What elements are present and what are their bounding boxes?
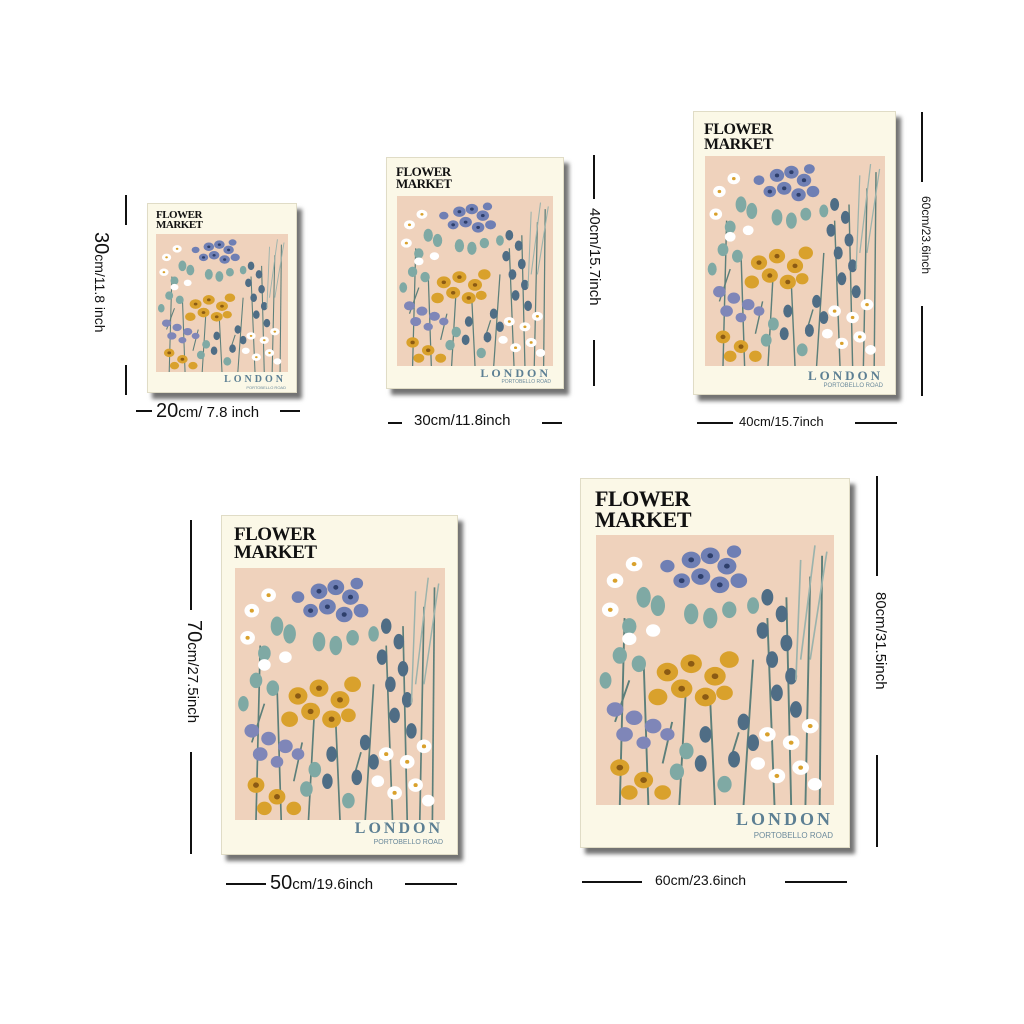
poster-title: FLOWER MARKET — [156, 209, 203, 232]
width-label-30: 30cm/11.8inch — [414, 412, 511, 429]
height-unit: cm/27.5inch — [184, 642, 201, 724]
width-marker-left — [226, 883, 266, 885]
height-unit: cm/11.8 inch — [92, 254, 108, 333]
width-marker-left — [582, 881, 642, 883]
city-label: LONDON — [354, 820, 443, 837]
poster-60x80: FLOWER MARKET LONDON PORTOBELLO ROAD — [580, 478, 850, 848]
road-label: PORTOBELLO ROAD — [753, 831, 833, 840]
height-marker-top — [921, 112, 923, 182]
road-label: PORTOBELLO ROAD — [246, 385, 286, 390]
width-label-40: 40cm/15.7inch — [739, 414, 824, 429]
floral-artwork — [156, 234, 288, 372]
width-label-20: 20cm/ 7.8 inch — [156, 400, 259, 423]
poster-title: FLOWER MARKET — [234, 524, 317, 564]
poster-50x70: FLOWER MARKET LONDON PORTOBELLO ROAD — [221, 515, 458, 855]
city-label: LONDON — [735, 809, 833, 829]
height-marker-bottom — [190, 752, 192, 854]
floral-illustration — [235, 568, 445, 820]
height-marker-top — [593, 155, 595, 199]
floral-illustration — [705, 156, 885, 366]
height-marker-top — [190, 520, 192, 610]
width-marker-right — [855, 422, 897, 424]
floral-artwork — [235, 568, 445, 820]
road-label: PORTOBELLO ROAD — [373, 839, 443, 846]
city-label: LONDON — [224, 374, 286, 385]
title-line-2: MARKET — [234, 542, 317, 564]
road-label: PORTOBELLO ROAD — [823, 383, 883, 389]
height-label-60: 60cm/23.6inch — [919, 196, 933, 275]
width-number: 20 — [156, 400, 179, 422]
floral-artwork — [596, 535, 834, 805]
height-marker-top — [876, 476, 878, 576]
height-marker-top — [125, 195, 127, 225]
width-label-50: 50cm/19.6inch — [270, 872, 373, 895]
height-label-40: 40cm/15.7inch — [586, 208, 603, 306]
title-line-1: FLOWER — [396, 164, 451, 179]
title-line-2: MARKET — [156, 219, 203, 232]
floral-artwork — [397, 196, 553, 366]
width-marker-left — [388, 422, 402, 424]
height-marker-bottom — [593, 340, 595, 386]
city-label: LONDON — [807, 368, 883, 383]
height-marker-bottom — [921, 306, 923, 396]
title-line-1: FLOWER — [595, 486, 690, 511]
poster-title: FLOWER MARKET — [595, 486, 692, 532]
title-line-2: MARKET — [595, 506, 692, 532]
width-marker-right — [405, 883, 457, 885]
title-line-1: FLOWER — [156, 209, 202, 221]
title-line-1: FLOWER — [234, 524, 316, 545]
poster-30x40: FLOWER MARKET LONDON PORTOBELLO ROAD — [386, 157, 564, 389]
width-label-60: 60cm/23.6inch — [655, 872, 747, 888]
poster-40x60: FLOWER MARKET LONDON PORTOBELLO ROAD — [693, 111, 896, 395]
road-label: PORTOBELLO ROAD — [501, 379, 551, 385]
poster-title: FLOWER MARKET — [704, 121, 774, 154]
width-marker-right — [542, 422, 562, 424]
width-marker-left — [697, 422, 733, 424]
floral-illustration — [156, 234, 288, 372]
poster-title: FLOWER MARKET — [396, 164, 452, 192]
title-line-1: FLOWER — [704, 121, 773, 138]
width-unit: cm/19.6inch — [292, 876, 374, 893]
height-marker-bottom — [125, 365, 127, 395]
width-marker-left — [136, 410, 152, 412]
width-unit: cm/ 7.8 inch — [178, 404, 260, 421]
city-label: LONDON — [480, 366, 551, 380]
height-label-70: 70cm/27.5inch — [182, 620, 205, 723]
title-line-2: MARKET — [396, 176, 452, 192]
height-number: 30 — [90, 232, 112, 255]
title-line-2: MARKET — [704, 136, 774, 154]
height-label-80: 80cm/31.5inch — [872, 592, 889, 690]
height-label-30: 30cm/11.8 inch — [89, 232, 112, 333]
floral-illustration — [596, 535, 834, 805]
floral-illustration — [397, 196, 553, 366]
height-number: 70 — [183, 620, 205, 643]
height-marker-bottom — [876, 755, 878, 847]
width-number: 50 — [270, 872, 293, 894]
poster-20x30: FLOWER MARKET LONDON PORTOBELLO ROAD — [147, 203, 297, 393]
width-marker-right — [280, 410, 300, 412]
width-marker-right — [785, 881, 847, 883]
floral-artwork — [705, 156, 885, 366]
